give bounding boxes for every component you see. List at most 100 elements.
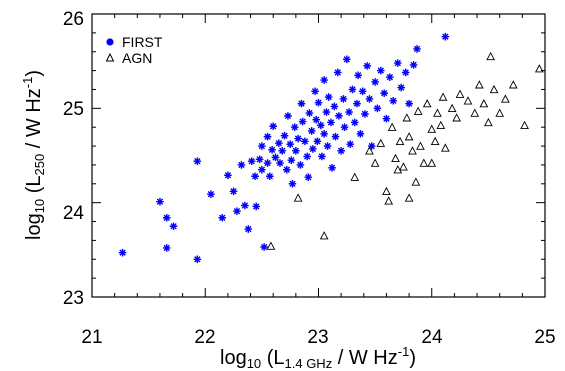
- agn-data-point: [520, 120, 529, 130]
- agn-data-point: [489, 84, 499, 94]
- agn-data-point: [408, 146, 417, 155]
- first-data-point: [247, 157, 256, 165]
- first-data-point: [345, 108, 353, 116]
- first-data-point: [322, 108, 331, 116]
- first-data-point: [307, 127, 316, 135]
- first-data-point: [365, 95, 374, 103]
- x-axis-label-base: 10: [247, 356, 261, 371]
- agn-data-point: [404, 193, 414, 202]
- first-data-point: [263, 159, 272, 167]
- agn-data-point: [404, 132, 414, 141]
- first-data-point: [331, 132, 340, 141]
- first-data-point: [320, 76, 328, 84]
- first-data-point: [284, 112, 292, 120]
- agn-data-point: [452, 113, 462, 122]
- first-data-point: [354, 71, 362, 80]
- first-data-point: [309, 145, 317, 153]
- first-data-point: [286, 140, 294, 148]
- plot-area: [91, 13, 546, 298]
- first-data-point: [312, 115, 321, 124]
- y-axis-label: log10 (L250 / W Hz-1): [20, 70, 47, 240]
- first-data-point: [252, 202, 261, 211]
- agn-data-point: [479, 99, 489, 108]
- first-data-point: [353, 99, 361, 108]
- y-axis-label-base: 10: [32, 199, 47, 213]
- first-data-point: [207, 190, 215, 198]
- agn-data-point: [433, 108, 442, 117]
- agn-data-point: [376, 138, 386, 147]
- first-data-point: [169, 222, 178, 231]
- first-data-point: [251, 172, 259, 181]
- first-data-point: [373, 104, 382, 113]
- first-data-point: [244, 225, 253, 233]
- first-data-point: [298, 117, 307, 126]
- agn-data-point: [387, 122, 397, 131]
- first-data-point: [288, 180, 297, 188]
- y-axis-label-open: (L: [23, 175, 45, 198]
- y-tick-label: 26: [63, 9, 84, 30]
- first-data-point: [382, 114, 391, 123]
- first-data-point: [275, 139, 283, 148]
- first-data-point: [361, 110, 369, 118]
- x-axis-label: log10 (L1.4 GHz / W Hz-1): [220, 344, 416, 371]
- first-data-point: [224, 171, 232, 180]
- first-data-point: [330, 102, 339, 111]
- agn-data-point: [419, 158, 429, 167]
- first-data-point: [292, 146, 300, 155]
- agn-data-point: [501, 94, 510, 103]
- x-axis-label-close: ): [409, 347, 416, 369]
- y-axis-label-log: log: [23, 213, 45, 240]
- first-data-point: [266, 172, 274, 181]
- agn-data-point: [438, 92, 448, 101]
- first-data-point: [233, 207, 241, 215]
- first-data-point: [263, 132, 272, 141]
- first-data-point: [193, 255, 202, 264]
- first-data-point: [294, 134, 302, 143]
- legend-first-label: FIRST: [122, 34, 163, 50]
- first-data-point: [324, 93, 333, 101]
- agn-data-point: [430, 136, 440, 146]
- first-data-point: [358, 87, 367, 96]
- first-data-point: [441, 32, 450, 41]
- first-data-point: [311, 87, 319, 96]
- y-axis-label-close: ): [23, 70, 45, 77]
- first-data-point: [356, 130, 365, 138]
- agn-data-point: [427, 158, 437, 167]
- first-data-point: [278, 146, 287, 155]
- first-data-point: [337, 146, 345, 155]
- y-tick-labels: 23 24 25 26: [63, 9, 85, 309]
- agn-data-point: [484, 117, 493, 127]
- agn-data-point: [470, 108, 480, 117]
- legend-first-marker: [106, 38, 114, 46]
- first-data-point: [156, 197, 164, 206]
- legend: FIRST AGN: [105, 34, 163, 66]
- first-data-point: [389, 96, 398, 105]
- first-data-point: [320, 130, 328, 138]
- first-data-point: [297, 99, 306, 108]
- first-data-point: [401, 68, 410, 77]
- first-data-point: [397, 83, 405, 92]
- first-data-point: [409, 61, 418, 69]
- agn-data-point: [266, 241, 276, 250]
- x-axis-label-open: (L: [261, 347, 284, 369]
- agn-data-point: [455, 89, 465, 98]
- first-data-point: [276, 159, 284, 167]
- x-axis-label-subscript: 1.4 GHz: [285, 356, 333, 371]
- agn-data-point: [440, 143, 450, 152]
- agn-data-point: [384, 196, 394, 205]
- x-tick-label: 24: [421, 327, 443, 348]
- data-points: [118, 32, 544, 264]
- first-data-point: [118, 248, 127, 257]
- agn-data-point: [393, 165, 403, 174]
- y-axis-label-subscript: 250: [32, 154, 47, 176]
- first-data-point: [328, 163, 336, 172]
- agn-data-point: [436, 120, 446, 130]
- y-tick-label: 25: [63, 99, 84, 120]
- x-axis-label-unit: / W Hz: [332, 347, 398, 369]
- agn-data-point: [411, 177, 421, 186]
- first-data-point: [296, 161, 305, 169]
- first-data-point: [301, 137, 309, 146]
- first-data-point: [318, 152, 326, 161]
- first-data-point: [367, 142, 376, 150]
- first-data-point: [218, 213, 227, 222]
